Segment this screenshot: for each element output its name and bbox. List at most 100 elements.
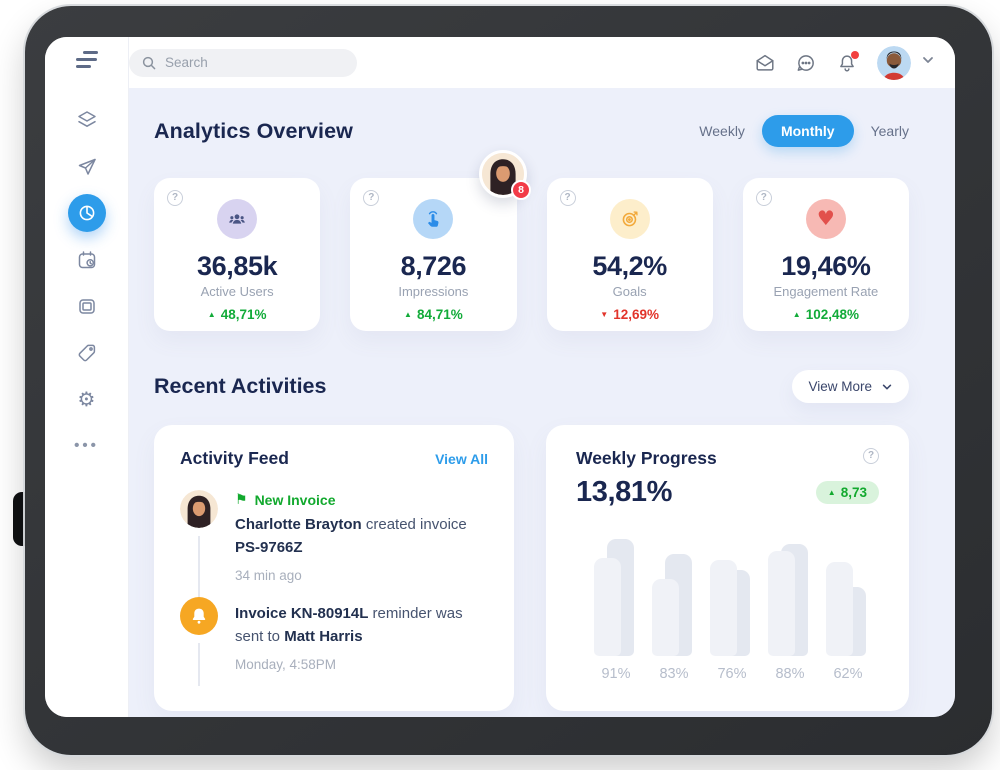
stat-change: ▲ 102,48% xyxy=(792,307,859,322)
tab-monthly[interactable]: Monthly xyxy=(761,115,854,147)
bar-label: 76% xyxy=(717,666,747,682)
sidebar-item-send[interactable] xyxy=(45,144,128,191)
more-dots-icon: ••• xyxy=(74,437,99,455)
tag-icon xyxy=(78,344,95,362)
notification-count-badge: 8 xyxy=(511,180,531,200)
bar-group xyxy=(710,536,754,656)
search-icon xyxy=(142,56,156,69)
bar-label: 62% xyxy=(833,666,863,682)
target-icon xyxy=(609,199,650,239)
activity-text: Invoice KN-80914L reminder was sent to M… xyxy=(235,605,463,645)
floating-user-avatar[interactable]: 8 xyxy=(479,150,531,200)
stat-value: 8,726 xyxy=(400,251,467,281)
sidebar-item-analytics[interactable] xyxy=(45,190,128,237)
bar-current xyxy=(594,558,621,656)
bar-group xyxy=(826,536,870,656)
section-title-recent-activities: Recent Activities xyxy=(154,374,327,398)
progress-change-badge: ▲ 8,73 xyxy=(815,481,879,504)
help-icon[interactable]: ? xyxy=(863,448,879,464)
stat-change: ▲ 48,71% xyxy=(207,307,267,322)
activity-text: Charlotte Brayton created invoice PS-976… xyxy=(235,516,467,556)
sidebar-item-tags[interactable] xyxy=(45,330,128,377)
sidebar-item-more[interactable]: ••• xyxy=(45,423,128,470)
help-icon[interactable]: ? xyxy=(167,190,183,206)
down-arrow-icon: ▼ xyxy=(600,310,609,319)
sidebar-item-layers[interactable] xyxy=(45,97,128,144)
stat-label: Goals xyxy=(612,284,647,299)
bar-label: 88% xyxy=(775,666,805,682)
chat-button[interactable] xyxy=(794,51,818,75)
weekly-progress-value: 13,81% xyxy=(576,476,672,508)
flag-icon: ⚑ xyxy=(235,492,248,508)
layers-icon xyxy=(77,111,96,128)
chat-icon xyxy=(797,54,814,71)
active-nav-highlight xyxy=(67,194,106,233)
bar-group xyxy=(768,536,812,656)
sidebar-item-settings[interactable]: ⚙ xyxy=(45,376,128,423)
bell-icon xyxy=(192,608,206,624)
activity-body: Invoice KN-80914L reminder was sent to M… xyxy=(235,597,488,686)
up-arrow-icon: ▲ xyxy=(207,310,216,319)
sidebar-item-schedule[interactable] xyxy=(45,237,128,284)
pie-chart-icon xyxy=(79,205,94,221)
activity-rail xyxy=(180,597,218,686)
activity-item[interactable]: ⚑ New Invoice Charlotte Brayton created in… xyxy=(180,490,488,597)
mail-button[interactable] xyxy=(753,51,777,75)
main-column: Analytics Overview Weekly Monthly Yearly… xyxy=(129,37,955,717)
help-icon[interactable]: ? xyxy=(363,190,380,206)
period-tabs: Weekly Monthly Yearly xyxy=(699,115,909,147)
tab-yearly[interactable]: Yearly xyxy=(870,123,909,139)
timeline-line xyxy=(198,536,200,597)
bell-icon xyxy=(840,54,854,72)
help-icon[interactable]: ? xyxy=(755,190,772,206)
sidebar-item-gallery[interactable] xyxy=(45,283,128,330)
search-input[interactable] xyxy=(165,55,335,70)
timeline-line xyxy=(198,643,200,686)
stat-label: Active Users xyxy=(200,284,274,299)
activity-feed-card: Activity Feed View All ⚑ New Invoice Charl… xyxy=(154,425,514,711)
activity-rail xyxy=(180,490,218,597)
chevron-down-icon xyxy=(882,384,892,389)
stat-label: Impressions xyxy=(398,284,469,299)
activity-item[interactable]: Invoice KN-80914L reminder was sent to M… xyxy=(180,597,488,686)
activity-tag: ⚑ New Invoice xyxy=(235,492,336,508)
search-bar[interactable] xyxy=(129,48,357,77)
view-all-link[interactable]: View All xyxy=(435,451,488,467)
tap-icon xyxy=(413,199,454,239)
bar-group xyxy=(594,536,638,656)
bar-label: 91% xyxy=(601,666,631,682)
stat-value: 36,85k xyxy=(197,251,278,281)
tablet-frame: ⚙ ••• xyxy=(25,6,992,755)
dashboard-content: Analytics Overview Weekly Monthly Yearly… xyxy=(129,88,955,717)
view-more-button[interactable]: View More xyxy=(792,370,909,403)
activity-feed-title: Activity Feed xyxy=(180,448,289,468)
stat-change: ▼ 12,69% xyxy=(600,307,659,322)
stat-value: 19,46% xyxy=(781,251,871,281)
help-icon[interactable]: ? xyxy=(559,190,576,206)
bar-current xyxy=(826,562,853,656)
weekly-progress-chart: 91% 83% 76% 88% 62% xyxy=(576,536,879,682)
activity-timestamp: Monday, 4:58PM xyxy=(235,657,337,672)
stat-card-engagement[interactable]: ? ♥ 19,46% Engagement Rate ▲ 102,48% xyxy=(742,178,909,331)
stat-card-goals[interactable]: ? 54,2% Goals ▼ 12,69% xyxy=(546,178,713,331)
bar-current xyxy=(652,579,679,656)
stat-card-impressions[interactable]: ? 8,726 Impressions ▲ 84,71% xyxy=(350,178,517,331)
stat-card-active-users[interactable]: ? 36,85k Active Users ▲ 48,71% xyxy=(154,178,321,331)
up-arrow-icon: ▲ xyxy=(404,310,412,319)
avatar-woman-image xyxy=(180,490,218,528)
screen: ⚙ ••• xyxy=(45,37,955,717)
users-icon xyxy=(217,199,258,239)
profile-avatar[interactable] xyxy=(877,45,911,80)
heart-icon: ♥ xyxy=(805,199,846,239)
activity-body: ⚑ New Invoice Charlotte Brayton created in… xyxy=(235,490,488,597)
stat-cards-row: ? 36,85k Active Users ▲ 48,71% ? xyxy=(154,178,909,331)
notifications-button[interactable] xyxy=(835,50,859,75)
menu-icon[interactable] xyxy=(75,51,98,68)
notification-dot xyxy=(851,50,859,59)
page-title: Analytics Overview xyxy=(154,118,353,143)
profile-chevron-button[interactable] xyxy=(921,53,935,72)
reminder-bell-icon xyxy=(180,597,218,635)
tab-weekly[interactable]: Weekly xyxy=(699,123,745,139)
sidebar-nav: ⚙ ••• xyxy=(45,97,128,469)
